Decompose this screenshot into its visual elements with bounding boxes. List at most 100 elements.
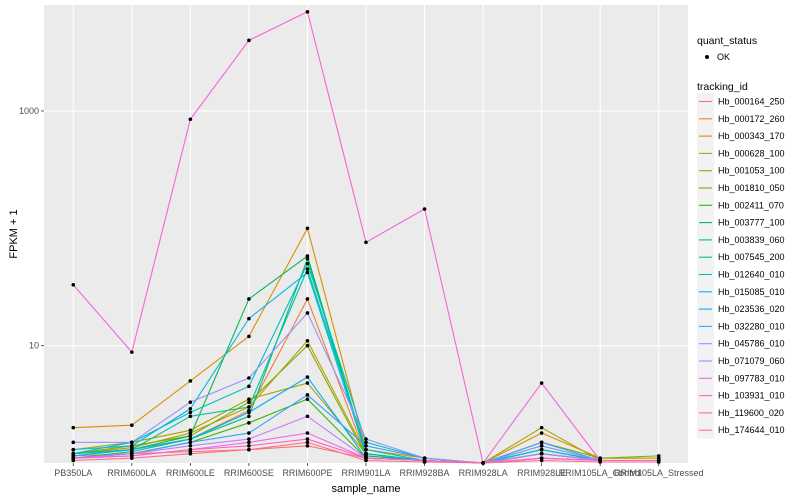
data-point [305,414,310,419]
data-point [305,297,310,301]
y-tick-label: 1000 [19,106,39,116]
data-point [188,410,193,415]
data-point [305,440,310,445]
data-point [130,423,134,427]
data-point [130,440,134,445]
data-point [247,447,251,452]
legend-label-hb-097783-010: Hb_097783_010 [718,373,785,383]
data-point [422,460,427,464]
data-point [247,444,251,448]
y-tick-label: 10 [29,341,39,351]
x-tick-label: PB350LA [54,468,92,478]
data-point [539,447,544,452]
x-tick-label: RRIM600SE [224,468,274,478]
legend-label-hb-003839-060: Hb_003839_060 [718,235,785,245]
data-point [305,10,310,14]
data-point [364,240,368,245]
legend-label-hb-119600-020: Hb_119600_020 [718,408,784,418]
legend-label-hb-032280-010: Hb_032280_010 [718,321,785,331]
data-point [71,425,76,430]
x-tick-label: RRIM105LA_Control [559,468,642,478]
data-point [247,38,251,43]
data-point [539,451,544,456]
x-tick-label: RRIM600PE [282,468,332,478]
data-point [71,458,76,463]
data-point [188,440,193,445]
data-point [71,447,76,452]
data-point [188,444,193,448]
data-point [305,397,310,401]
data-point [305,339,310,343]
x-axis: PB350LA RRIM600LA RRIM600LE RRIM600SE RRIM60… [54,463,704,478]
data-point [188,400,193,404]
data-point [188,451,193,456]
data-point [539,425,544,430]
data-point [305,393,310,397]
x-tick-label: RRIM105LA_Stressed [614,468,704,478]
x-tick-label: RRIM600LA [107,468,156,478]
data-point [71,440,76,445]
grid-layer [44,5,688,463]
data-point [539,440,544,445]
data-point [130,456,134,460]
legend-label-hb-001053-100: Hb_001053_100 [718,166,785,176]
legend-label-hb-007545-200: Hb_007545_200 [718,252,785,262]
x-tick-label: RRIM600LE [166,468,215,478]
legend-label-hb-001810-050: Hb_001810_050 [718,183,785,193]
data-point [539,444,544,448]
legend-label-hb-000164-250: Hb_000164_250 [718,97,785,107]
data-point [305,437,310,441]
data-point [247,437,251,441]
legend-label-hb-000628-100: Hb_000628_100 [718,148,785,158]
data-point [305,431,310,435]
data-point [656,454,661,458]
data-point [247,405,251,409]
quant-status-ok-label: OK [717,52,730,62]
x-axis-title: sample_name [331,483,400,495]
data-point [305,311,310,315]
data-point [247,431,251,435]
data-point [364,451,368,456]
quant-status-legend-title: quant_status [697,35,757,47]
data-point [539,458,544,463]
data-point [364,440,368,445]
data-point [305,381,310,385]
data-point [130,444,134,448]
legend-label-hb-000172-260: Hb_000172_260 [718,114,785,124]
legend-label-hb-003777-100: Hb_003777_100 [718,218,785,228]
data-point [188,406,193,411]
tracking-legend-title: tracking_id [697,81,748,93]
x-tick-label: RRIM928LA [459,468,508,478]
data-point [247,384,251,389]
data-point [247,400,251,404]
legend-label-hb-023536-020: Hb_023536_020 [718,304,785,314]
legend: quant_status OK tracking_id Hb_000164_25… [697,35,785,439]
data-point [539,381,544,385]
data-point [305,267,310,271]
x-tick-label: RRIM928LE [517,468,566,478]
legend-label-hb-174644-010: Hb_174644_010 [718,425,785,435]
data-point [247,316,251,321]
data-point [539,431,544,435]
legend-label-hb-103931-010: Hb_103931_010 [718,391,785,401]
legend-label-hb-015085-010: Hb_015085_010 [718,287,785,297]
legend-label-hb-002411-070: Hb_002411_070 [718,200,784,210]
data-point [188,428,193,433]
y-axis: 10 1000 [19,106,44,351]
data-point [247,376,251,380]
data-point [305,343,310,348]
tracking-legend-items: Hb_000164_250 Hb_000172_260 Hb_000343_170 H… [697,93,785,439]
points-layer [71,10,661,465]
x-tick-label: RRIM901LA [341,468,390,478]
data-point [364,437,368,441]
data-point [598,460,602,464]
data-point [247,397,251,401]
data-point [247,421,251,425]
data-point [247,297,251,301]
data-point [130,447,134,452]
data-point [247,410,251,415]
data-point [305,375,310,379]
legend-label-hb-000343-170: Hb_000343_170 [718,131,785,141]
